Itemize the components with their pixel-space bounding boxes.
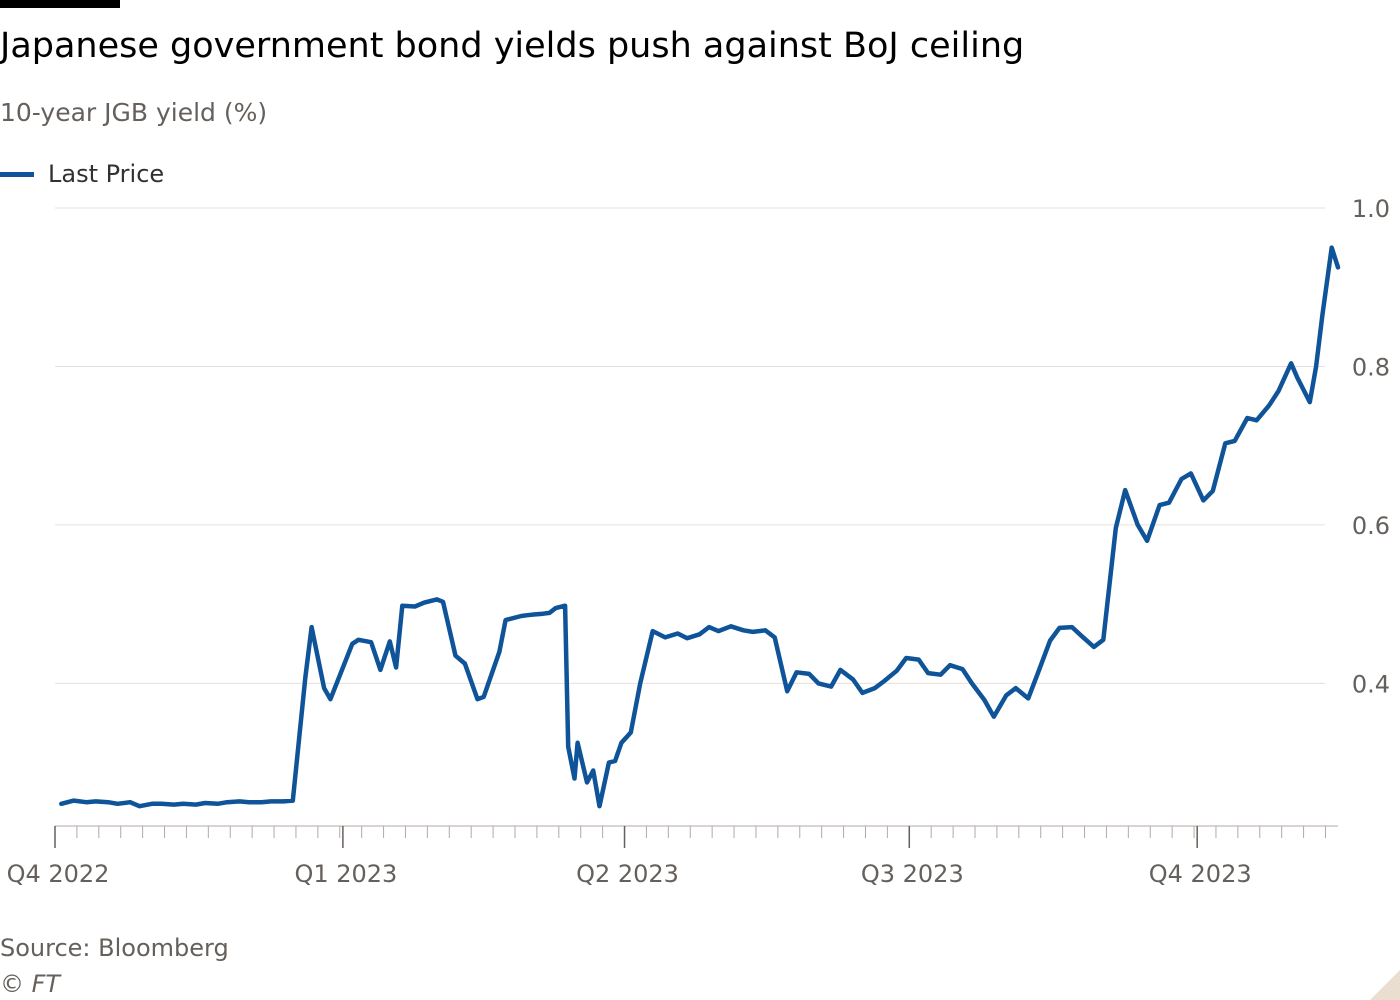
y-tick-label: 1.0	[1352, 195, 1390, 223]
corner-fold	[1370, 970, 1400, 1000]
x-tick-label: Q3 2023	[861, 860, 964, 888]
legend: Last Price	[0, 160, 164, 188]
gridlines	[55, 207, 1325, 684]
x-tick-label: Q1 2023	[294, 860, 397, 888]
y-tick-label: 0.6	[1352, 512, 1390, 540]
brand-bar	[0, 0, 120, 8]
chart-title: Japanese government bond yields push aga…	[0, 26, 1025, 66]
x-axis-labels: Q4 2022 Q1 2023 Q2 2023 Q3 2023 Q4 2023	[7, 860, 1252, 888]
series-layer	[59, 245, 1341, 809]
x-axis	[54, 825, 1338, 848]
series-line-last-price	[59, 245, 1341, 809]
chart-subtitle: 10-year JGB yield (%)	[0, 98, 268, 127]
line-chart: 0.4 0.6 0.8 1.0 Q4 2022 Q1 2023 Q2 2023 Q3 202…	[7, 195, 1390, 888]
legend-swatch	[0, 171, 34, 177]
source-note: Source: Bloomberg	[0, 934, 229, 962]
y-axis: 0.4 0.6 0.8 1.0	[1352, 195, 1390, 698]
y-tick-label: 0.8	[1352, 353, 1390, 381]
y-tick-label: 0.4	[1352, 670, 1390, 698]
x-tick-label: Q4 2023	[1149, 860, 1252, 888]
legend-label: Last Price	[48, 160, 165, 188]
x-tick-label: Q2 2023	[576, 860, 679, 888]
x-tick-label: Q4 2022	[7, 860, 110, 888]
copyright-note: © FT	[0, 970, 61, 998]
